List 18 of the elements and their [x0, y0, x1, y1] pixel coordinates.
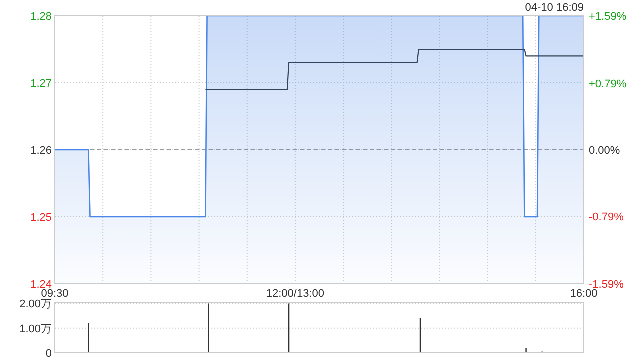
y-tick-label: 1.27: [30, 78, 52, 90]
x-tick-label: 16:00: [570, 288, 598, 300]
y-tick-label: 1.28: [30, 11, 52, 23]
y2-tick-label: +1.59%: [589, 11, 627, 23]
y2-tick-label: -0.79%: [589, 212, 624, 224]
y2-tick-label: +0.79%: [589, 78, 627, 90]
y2-tick-label: -1.59%: [589, 279, 624, 291]
y-tick-label: 0: [46, 348, 52, 360]
x-tick-label: 12:00/13:00: [266, 288, 325, 300]
x-tick-label: 09:30: [41, 288, 69, 300]
y-tick-label: 1.00万: [20, 323, 52, 336]
y-tick-label: 2.00万: [20, 298, 52, 311]
y2-tick-label: 0.00%: [589, 145, 620, 157]
y-tick-label: 1.25: [30, 212, 52, 224]
y-tick-label: 1.26: [30, 145, 52, 157]
line-series: [205, 48, 585, 90]
text: 04-10 16:09: [525, 2, 584, 14]
y-tick-label: 1.24: [30, 279, 52, 291]
